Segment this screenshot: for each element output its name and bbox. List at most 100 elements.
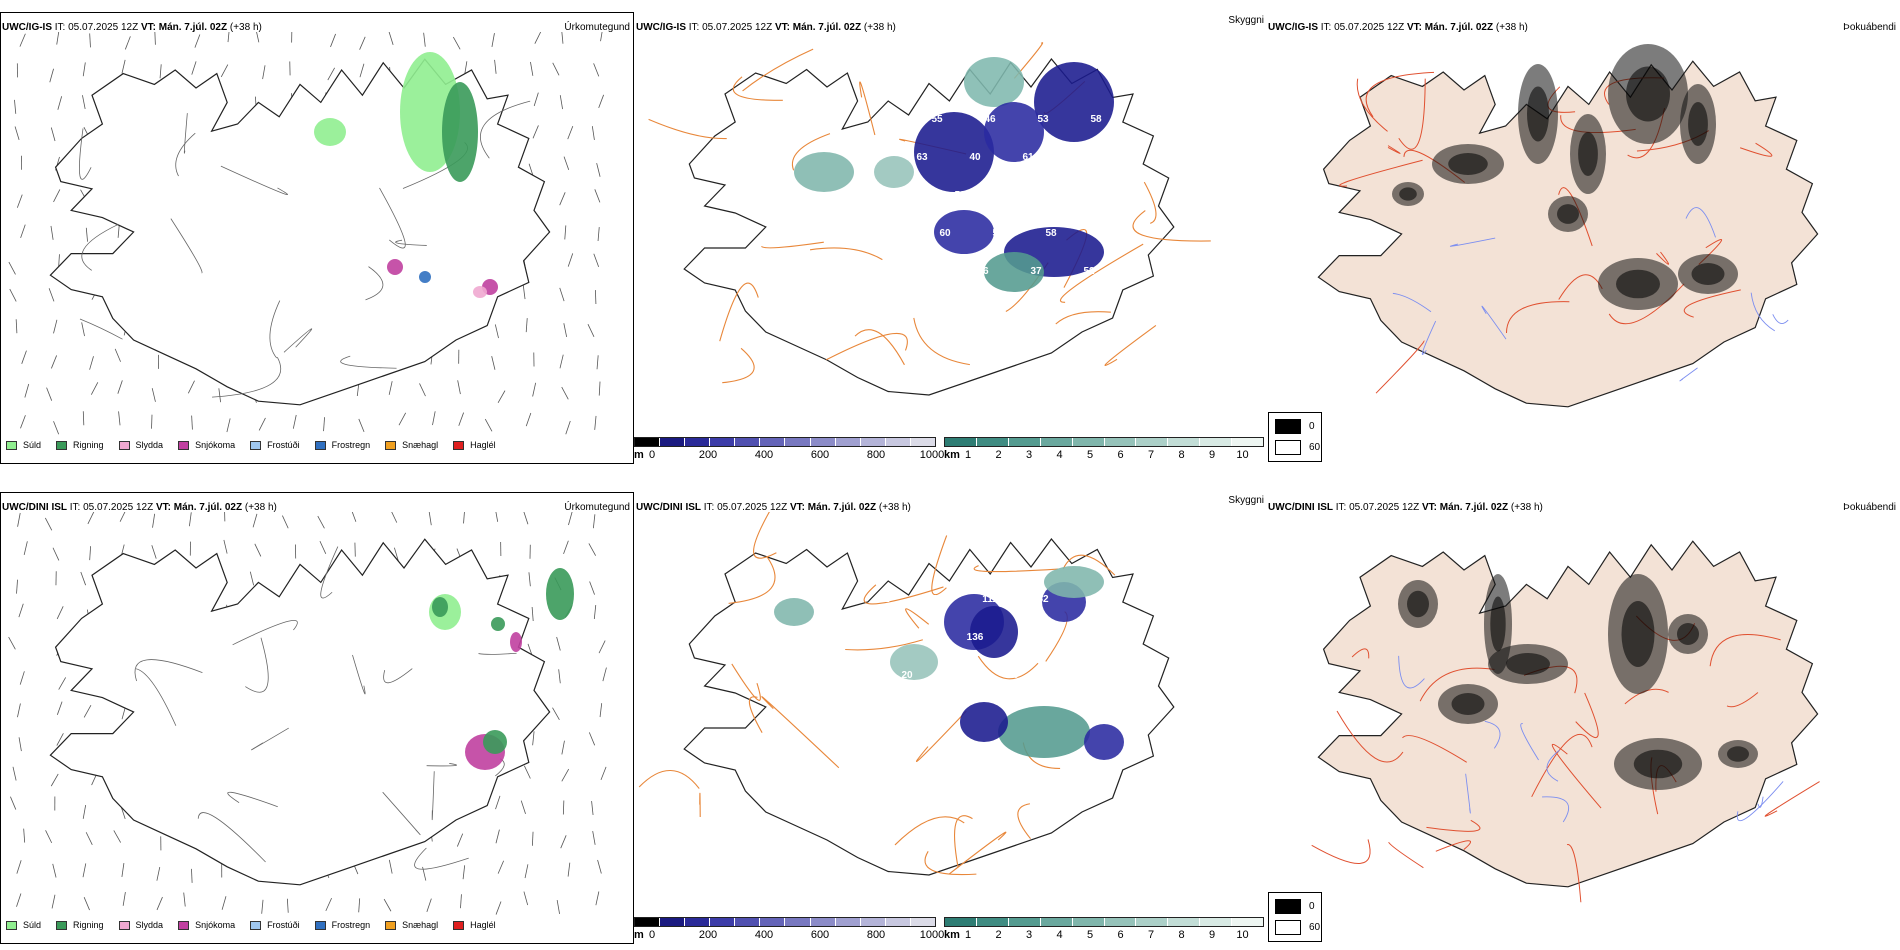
wind-barb: [325, 897, 332, 912]
cloud-base-label: 10: [954, 670, 966, 681]
panel-title: UWC/IG-IS IT: 05.07.2025 12Z VT: Mán. 7.…: [1268, 22, 1528, 33]
legend-swatch: [314, 440, 326, 450]
wind-barb: [552, 62, 560, 76]
wind-barb: [351, 512, 357, 522]
colorbar-step: [635, 918, 661, 926]
visibility-tick: 5: [1086, 929, 1094, 941]
cloud-base-label: 52: [1083, 266, 1095, 277]
colorbar-step: [1168, 438, 1201, 446]
visibility-tick: 2: [995, 929, 1002, 941]
road-line: [352, 654, 366, 695]
wind-barb: [525, 412, 532, 427]
cloud-base-area: [890, 644, 938, 680]
legend-swatch: [250, 920, 262, 930]
visibility-tick: 9: [1208, 929, 1216, 941]
road-line: [1505, 301, 1570, 334]
wind-barb: [561, 32, 564, 44]
wind-barb: [494, 59, 497, 74]
wind-barb: [563, 323, 568, 338]
wind-barb: [563, 156, 570, 170]
wind-barb: [9, 288, 17, 302]
fog-core: [1633, 749, 1683, 779]
wind-barb: [221, 896, 227, 910]
colorbar-step: [785, 438, 811, 446]
legend-swatch: [453, 440, 465, 450]
wind-barb: [592, 514, 596, 529]
wind-barb: [56, 701, 63, 715]
wind-barb: [50, 127, 56, 142]
wind-barb: [16, 194, 23, 208]
wind-barb: [598, 640, 606, 654]
wind-barb: [520, 800, 526, 815]
legend-label: Frostúði: [267, 440, 300, 450]
cloud-base-label: 53: [931, 594, 943, 605]
fog-legend-label: 0: [1309, 901, 1315, 912]
wind-barb: [14, 99, 17, 114]
wind-barb: [45, 830, 53, 844]
wind-barb: [596, 163, 601, 177]
legend-label: Frostregn: [331, 920, 371, 930]
legend-swatch: [118, 920, 130, 930]
legend-label: Slydda: [135, 920, 164, 930]
fog-core: [1407, 590, 1429, 618]
cloud-base-label: 111: [982, 594, 998, 605]
cloud-base-label: 60: [939, 228, 951, 239]
colorbar-step: [685, 918, 711, 926]
colorbar-step: [1200, 438, 1233, 446]
legend-item: Snjókoma: [178, 920, 235, 930]
legend-label: Frostregn: [331, 440, 371, 450]
wind-barb: [23, 828, 26, 843]
wind-barb: [565, 420, 571, 435]
wind-barb: [524, 765, 531, 779]
legend-label: Súld: [23, 920, 42, 930]
valid-time-label: VT:: [1406, 22, 1422, 33]
fog-map: [1317, 44, 1819, 408]
wind-barb: [10, 796, 17, 810]
road-line: [915, 710, 967, 762]
road-line: [1426, 819, 1481, 832]
colorbar-step: [976, 438, 1009, 446]
road-line: [1060, 243, 1144, 303]
fog-core: [1527, 86, 1549, 142]
wind-barb: [19, 671, 25, 685]
road-line: [931, 535, 948, 596]
wind-barb: [567, 862, 571, 877]
visibility-tick: 1: [964, 929, 972, 941]
wind-barb: [457, 380, 461, 395]
wind-barb: [159, 64, 162, 79]
wind-barb: [591, 801, 594, 816]
colorbar-step: [835, 438, 861, 446]
wind-barb: [599, 703, 603, 718]
river-line: [1450, 237, 1496, 247]
wind-barb: [594, 290, 597, 305]
valid-time-value: Mán. 7.júl. 02Z: [792, 22, 862, 33]
wind-barb: [484, 418, 493, 432]
cloud-base-label: 33: [924, 266, 936, 277]
visibility-tick: 8: [1178, 929, 1185, 941]
lead-time: (+38 h): [244, 502, 277, 513]
wind-barb: [602, 667, 607, 682]
road-line: [212, 356, 282, 398]
visibility-tick: 5: [1086, 449, 1094, 461]
cloud-base-label: 82: [1037, 594, 1049, 605]
wind-barb: [156, 896, 163, 911]
wind-barb: [44, 517, 53, 531]
wind-barb: [152, 513, 156, 528]
cloud-base-label: 37: [1030, 266, 1042, 277]
wind-barb: [187, 380, 195, 394]
wind-barb: [49, 68, 54, 83]
wind-barb: [495, 795, 501, 810]
model-name: UWC/IG-IS: [2, 22, 52, 33]
panel-title: UWC/DINI ISL IT: 05.07.2025 12Z VT: Mán.…: [2, 502, 277, 513]
valid-time-label: VT:: [1421, 502, 1437, 513]
road-line: [245, 637, 269, 693]
road-line: [638, 769, 700, 789]
wind-barb: [58, 677, 67, 690]
wind-barb: [82, 95, 86, 110]
road-line: [1104, 325, 1157, 366]
road-line: [863, 584, 944, 605]
wind-barb: [261, 899, 264, 914]
visibility-tick: 3: [1025, 929, 1033, 941]
wind-barb: [220, 64, 229, 78]
lead-time: (+38 h): [229, 22, 262, 33]
